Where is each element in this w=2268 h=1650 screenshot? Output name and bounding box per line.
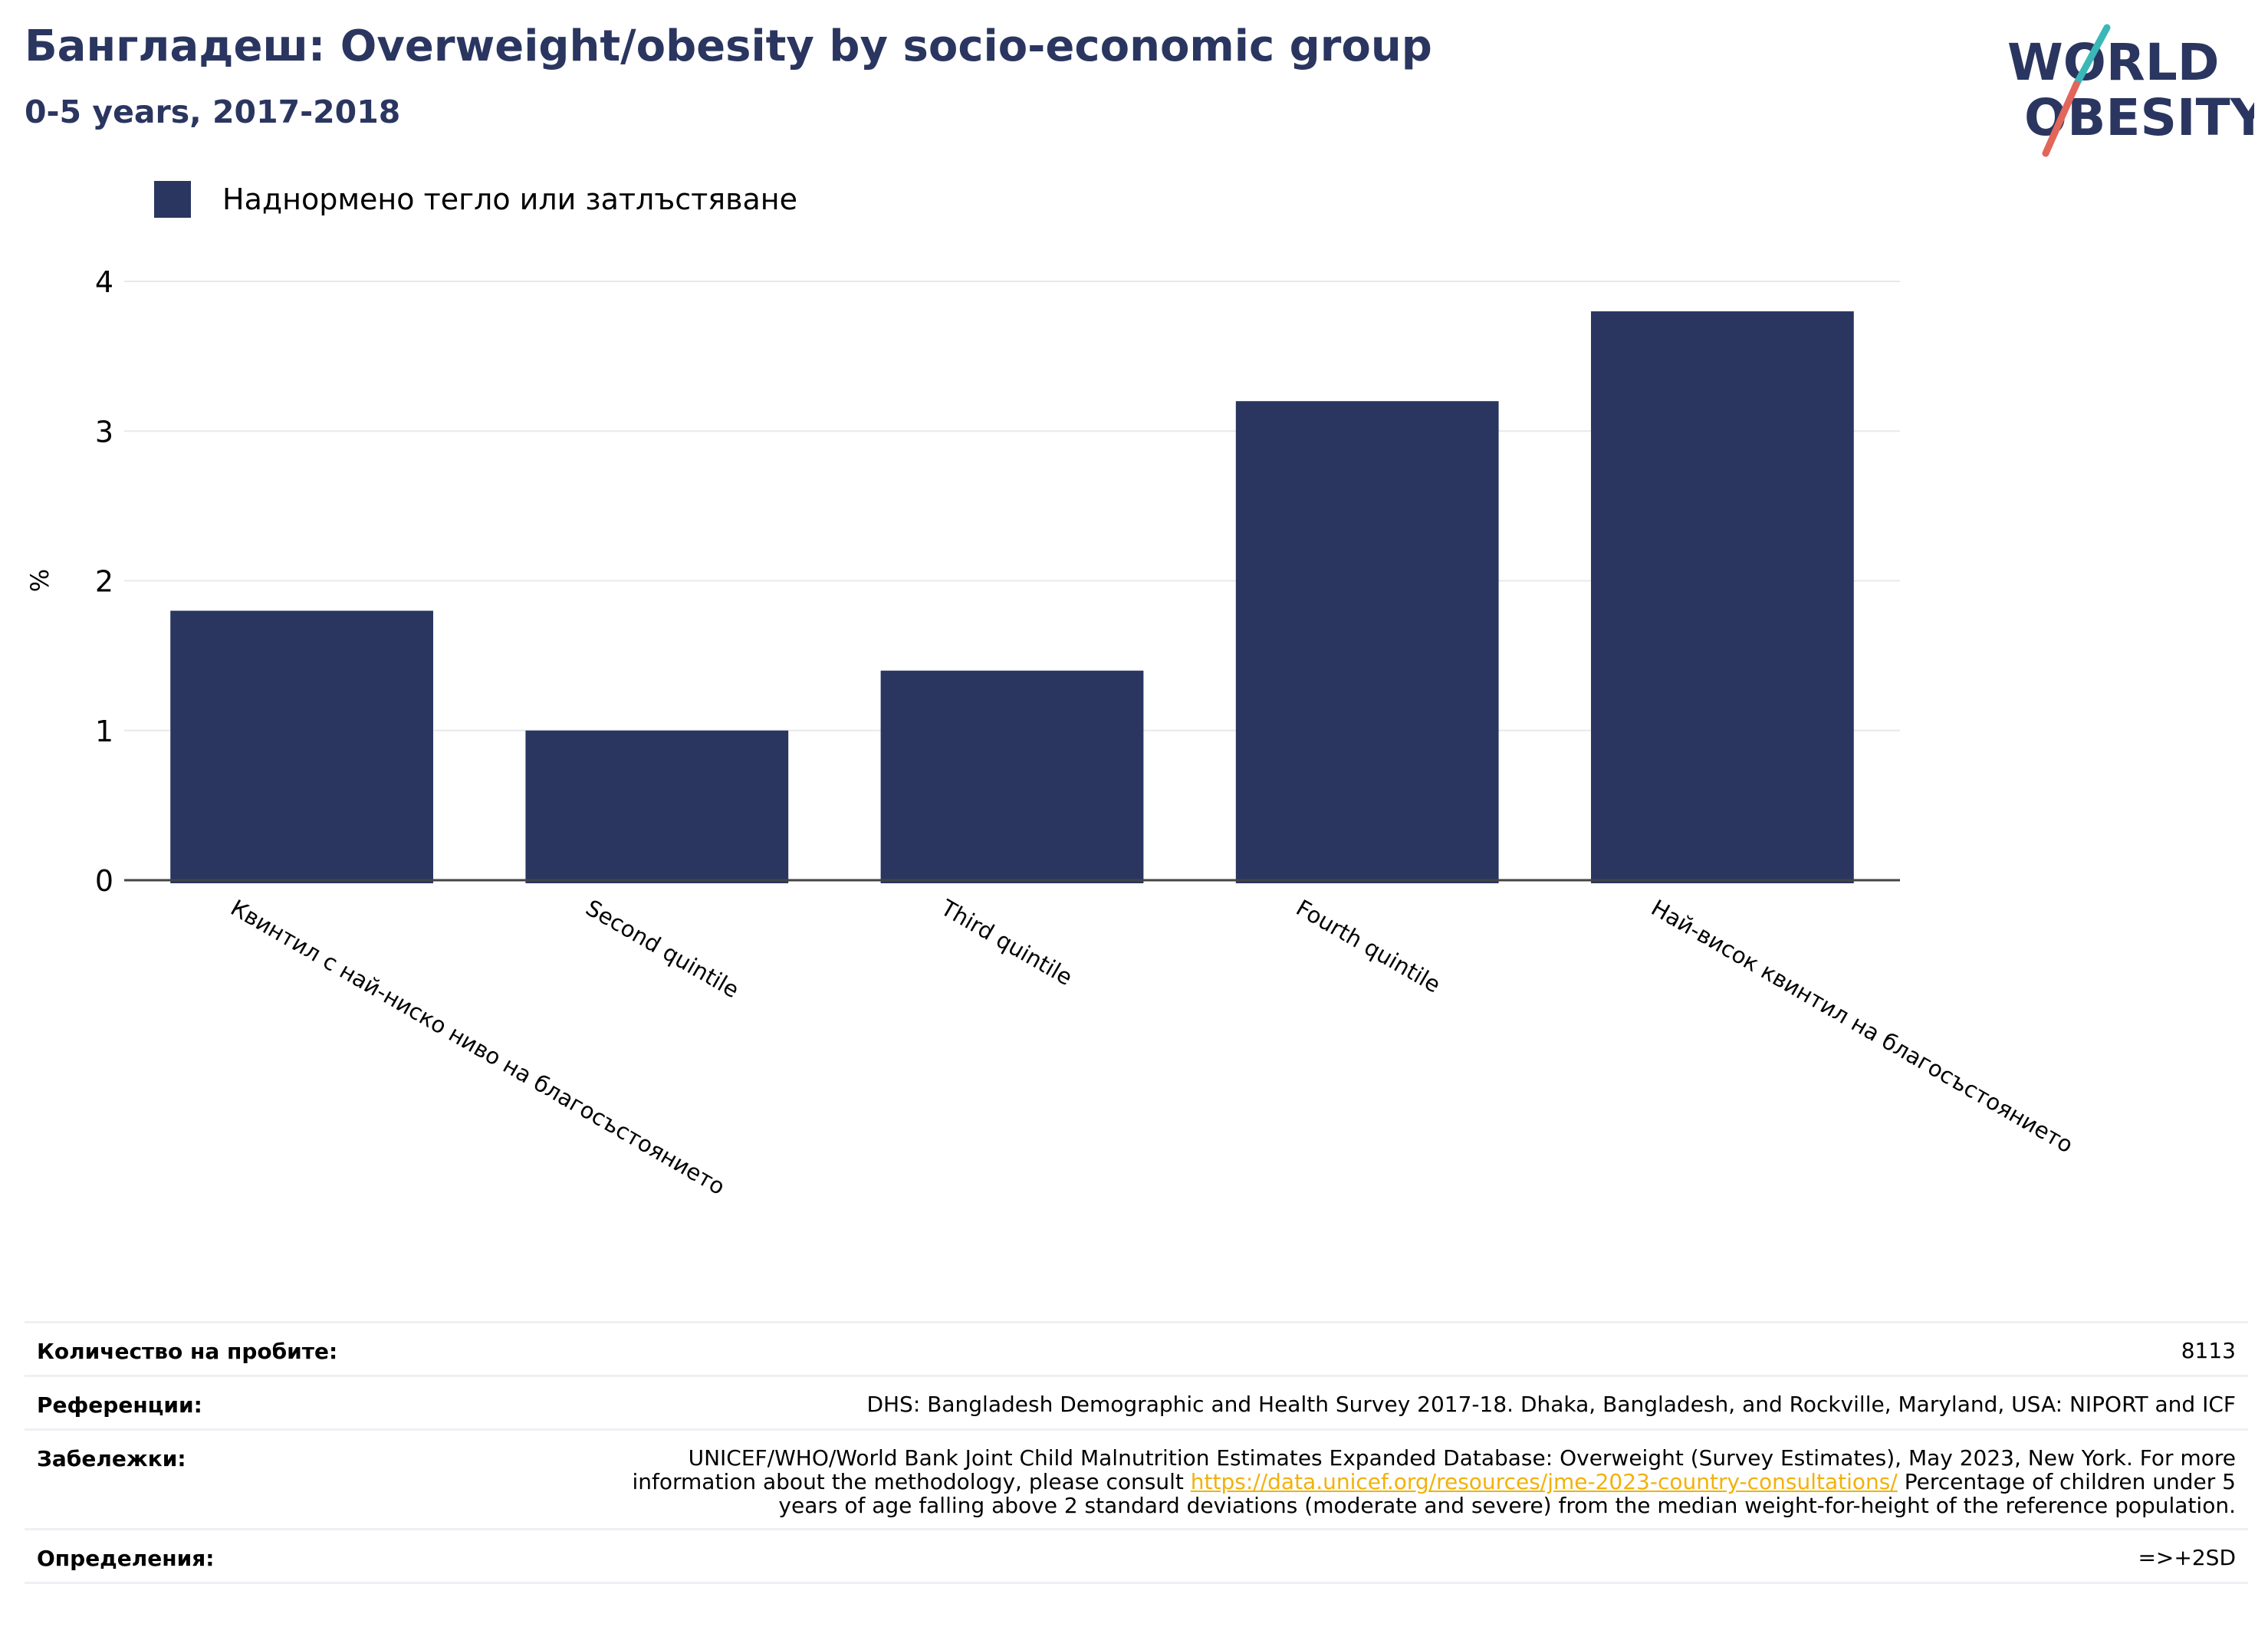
x-tick-label: Second quintile: [581, 895, 743, 1004]
y-axis-ticks: 0 1 2 3 4: [95, 265, 113, 898]
bar: [880, 670, 1144, 883]
y-tick-label: 0: [95, 864, 113, 898]
sample-size-value: 8113: [2181, 1338, 2236, 1363]
bar: [1235, 401, 1499, 883]
definitions-label: Определения:: [37, 1546, 215, 1571]
remarks-text-after: Percentage of children under 5 years of …: [778, 1469, 2236, 1518]
y-tick-label: 4: [95, 265, 113, 299]
legend: Наднормено тегло или затлъстяване: [154, 181, 797, 218]
references-value: DHS: Bangladesh Demographic and Health S…: [866, 1392, 2236, 1417]
references-label: Референции:: [37, 1392, 202, 1418]
chart-subtitle: 0-5 years, 2017-2018: [25, 94, 401, 130]
x-axis-ticks: Квинтил с най-ниско ниво на благосъстоян…: [226, 894, 2078, 1200]
notes-table: Количество на пробите: 8113 Референции: …: [25, 1321, 2248, 1584]
y-tick-label: 3: [95, 415, 113, 449]
bars: [170, 311, 1854, 883]
remarks-row: Забележки: UNICEF/WHO/World Bank Joint C…: [25, 1428, 2248, 1528]
world-obesity-logo: WORLD OBESITY: [2007, 24, 2254, 157]
bar-chart: Наднормено тегло или затлъстяване 01234 …: [25, 181, 2078, 1200]
definitions-row: Определения: =>+2SD: [25, 1528, 2248, 1584]
remarks-text-before: UNICEF/WHO/World Bank Joint Child Malnut…: [632, 1445, 2237, 1494]
x-tick-label: Third quintile: [936, 894, 1077, 991]
bar: [1591, 311, 1854, 883]
references-row: Референции: DHS: Bangladesh Demographic …: [25, 1375, 2248, 1428]
legend-swatch: [154, 181, 191, 218]
x-tick-label: Fourth quintile: [1292, 895, 1445, 998]
y-tick-label: 2: [95, 565, 113, 599]
remarks-link[interactable]: https://data.unicef.org/resources/jme-20…: [1190, 1469, 1898, 1494]
legend-label: Наднормено тегло или затлъстяване: [222, 182, 797, 216]
y-axis-label: %: [25, 569, 54, 592]
sample-size-label: Количество на пробите:: [37, 1339, 338, 1364]
y-tick-label: 1: [95, 715, 113, 748]
x-tick-label: Най-висок квинтил на благосъстоянието: [1647, 895, 2078, 1159]
remarks-value: UNICEF/WHO/World Bank Joint Child Malnut…: [626, 1445, 2237, 1518]
remarks-label: Забележки:: [37, 1446, 186, 1471]
sample-size-row: Количество на пробите: 8113: [25, 1321, 2248, 1375]
bar: [170, 610, 433, 883]
bar: [525, 730, 789, 883]
chart-title: Бангладеш: Overweight/obesity by socio-e…: [25, 21, 1432, 71]
svg-text:WORLD: WORLD: [2007, 33, 2220, 92]
definitions-value: =>+2SD: [2138, 1545, 2236, 1570]
